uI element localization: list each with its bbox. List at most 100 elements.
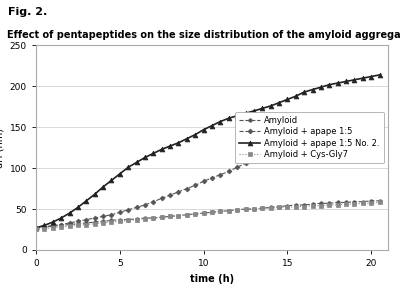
Amyloid + apape 1:5 No. 2. [344, 80, 348, 83]
Amyloid + apape 1:5 [42, 225, 47, 229]
Amyloid [318, 202, 323, 205]
Amyloid + Cys-Gly7 [34, 228, 38, 231]
Amyloid [59, 224, 64, 227]
Amyloid [67, 223, 72, 226]
Amyloid + Cys-Gly7 [277, 206, 282, 209]
Amyloid [294, 203, 298, 207]
Amyloid + apape 1:5 No. 2. [84, 199, 89, 202]
Amyloid + Cys-Gly7 [92, 222, 97, 225]
Amyloid + apape 1:5 [369, 131, 374, 135]
Amyloid [184, 213, 189, 216]
Amyloid + apape 1:5 No. 2. [142, 156, 147, 159]
Amyloid + Cys-Gly7 [67, 224, 72, 228]
Amyloid + apape 1:5 [159, 197, 164, 200]
Amyloid + apape 1:5 [294, 143, 298, 146]
Amyloid [34, 226, 38, 229]
Amyloid + apape 1:5 [176, 190, 181, 194]
Amyloid [201, 211, 206, 215]
Amyloid + apape 1:5 [344, 134, 348, 137]
Amyloid + Cys-Gly7 [352, 202, 357, 206]
Amyloid + apape 1:5 [184, 187, 189, 190]
Amyloid + apape 1:5 [134, 206, 139, 209]
Amyloid + apape 1:5 [168, 193, 172, 197]
Amyloid [235, 208, 240, 212]
Amyloid [268, 206, 273, 209]
Amyloid + apape 1:5 No. 2. [201, 128, 206, 131]
Amyloid + apape 1:5 [34, 226, 38, 229]
Amyloid + apape 1:5 [360, 132, 365, 135]
Amyloid [84, 221, 89, 225]
Amyloid + apape 1:5 No. 2. [285, 98, 290, 101]
X-axis label: time (h): time (h) [190, 273, 234, 283]
Line: Amyloid: Amyloid [34, 199, 381, 229]
Amyloid + Cys-Gly7 [226, 209, 231, 212]
Amyloid + apape 1:5 No. 2. [327, 83, 332, 86]
Amyloid + apape 1:5 No. 2. [277, 101, 282, 105]
Amyloid + apape 1:5 No. 2. [50, 220, 55, 224]
Amyloid + Cys-Gly7 [76, 224, 80, 227]
Amyloid + Cys-Gly7 [369, 202, 374, 205]
Amyloid + apape 1:5 [260, 155, 265, 158]
Amyloid + apape 1:5 [243, 162, 248, 165]
Amyloid + apape 1:5 No. 2. [252, 109, 256, 112]
Amyloid + Cys-Gly7 [318, 204, 323, 207]
Title: Effect of pentapeptides on the size distribution of the amyloid aggregates: Effect of pentapeptides on the size dist… [7, 30, 400, 41]
Amyloid + Cys-Gly7 [377, 201, 382, 204]
Amyloid + apape 1:5 [92, 216, 97, 220]
Amyloid + apape 1:5 [76, 220, 80, 223]
Amyloid + Cys-Gly7 [285, 206, 290, 209]
Amyloid [369, 199, 374, 202]
Line: Amyloid + apape 1:5 No. 2.: Amyloid + apape 1:5 No. 2. [34, 72, 382, 230]
Amyloid + Cys-Gly7 [84, 223, 89, 226]
Amyloid + apape 1:5 [126, 208, 130, 212]
Amyloid + Cys-Gly7 [252, 207, 256, 211]
Amyloid + Cys-Gly7 [101, 221, 106, 225]
Amyloid [344, 201, 348, 204]
Amyloid + apape 1:5 [67, 221, 72, 225]
Amyloid + apape 1:5 No. 2. [109, 179, 114, 182]
Amyloid [352, 200, 357, 203]
Amyloid [76, 222, 80, 225]
Amyloid + apape 1:5 No. 2. [335, 81, 340, 85]
Amyloid [243, 207, 248, 211]
Amyloid + Cys-Gly7 [327, 203, 332, 207]
Amyloid [302, 203, 306, 207]
Amyloid + apape 1:5 No. 2. [268, 104, 273, 108]
Amyloid [151, 216, 156, 220]
Amyloid + apape 1:5 No. 2. [134, 161, 139, 164]
Amyloid [118, 218, 122, 221]
Amyloid + Cys-Gly7 [142, 217, 147, 221]
Amyloid + apape 1:5 [210, 176, 214, 180]
Amyloid + Cys-Gly7 [134, 218, 139, 221]
Amyloid + apape 1:5 No. 2. [318, 85, 323, 89]
Y-axis label: dH (nm): dH (nm) [0, 128, 4, 168]
Amyloid + apape 1:5 [218, 173, 223, 176]
Amyloid + apape 1:5 No. 2. [302, 90, 306, 94]
Amyloid [134, 217, 139, 221]
Amyloid + apape 1:5 [302, 140, 306, 144]
Amyloid + apape 1:5 No. 2. [243, 112, 248, 115]
Amyloid + apape 1:5 No. 2. [67, 211, 72, 215]
Amyloid + apape 1:5 No. 2. [42, 224, 47, 227]
Amyloid + apape 1:5 [84, 218, 89, 221]
Amyloid + Cys-Gly7 [260, 206, 265, 210]
Amyloid [92, 220, 97, 224]
Amyloid + Cys-Gly7 [201, 211, 206, 215]
Amyloid + apape 1:5 No. 2. [76, 206, 80, 209]
Amyloid [50, 224, 55, 228]
Amyloid [126, 218, 130, 221]
Text: Fig. 2.: Fig. 2. [8, 7, 47, 17]
Amyloid + apape 1:5 No. 2. [118, 172, 122, 176]
Amyloid + Cys-Gly7 [193, 212, 198, 216]
Amyloid [310, 202, 315, 206]
Amyloid + apape 1:5 [59, 223, 64, 226]
Amyloid [159, 216, 164, 219]
Amyloid + Cys-Gly7 [42, 227, 47, 230]
Amyloid + Cys-Gly7 [184, 213, 189, 216]
Amyloid + Cys-Gly7 [268, 206, 273, 210]
Amyloid [277, 205, 282, 208]
Amyloid + apape 1:5 [252, 158, 256, 162]
Amyloid + Cys-Gly7 [176, 214, 181, 217]
Amyloid + apape 1:5 No. 2. [92, 193, 97, 196]
Amyloid + apape 1:5 [118, 211, 122, 214]
